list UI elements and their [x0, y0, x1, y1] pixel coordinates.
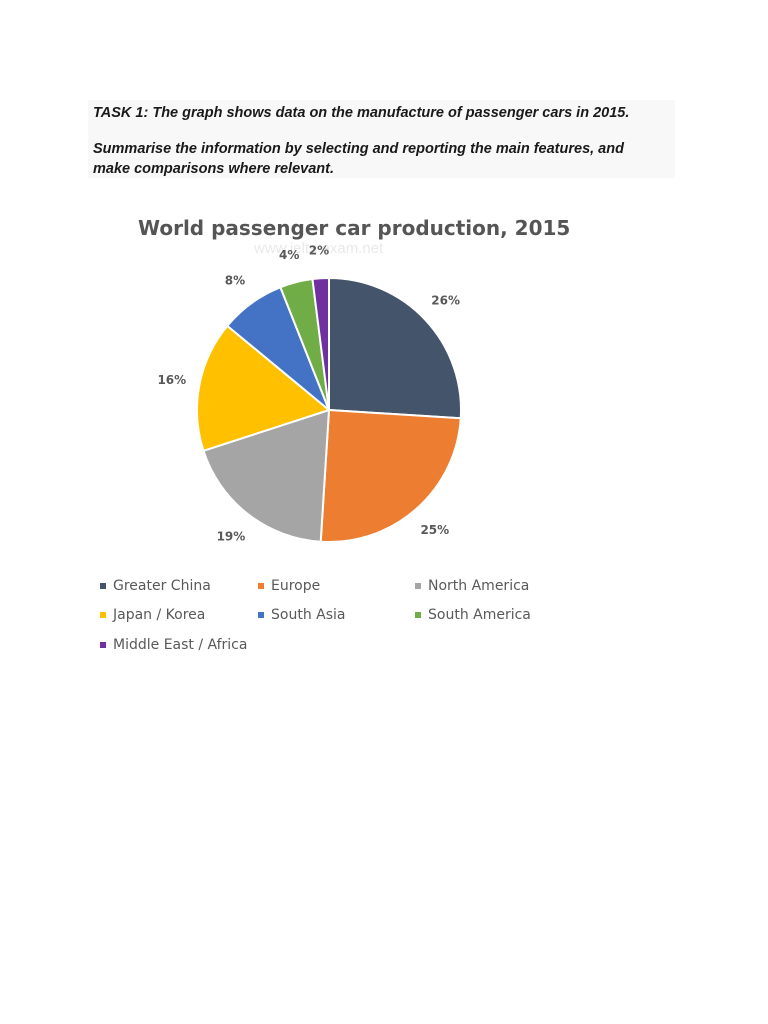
task-prompt: TASK 1: The graph shows data on the manu…: [93, 105, 630, 121]
legend-swatch: [415, 612, 421, 618]
data-label-middle-east-africa: 2%: [309, 243, 329, 257]
pie-slice-north-america: [202, 408, 331, 543]
legend-swatch: [258, 583, 264, 589]
legend-label: North America: [428, 578, 530, 594]
watermark-text: www.ielts-exam.net: [254, 240, 384, 257]
data-label-japan-korea: 16%: [157, 373, 186, 387]
legend-swatch: [100, 612, 106, 618]
legend-item-south-asia: South Asia: [258, 607, 345, 623]
pie-slice-europe: [319, 408, 462, 543]
legend-swatch: [100, 583, 106, 589]
task-instructions: Summarise the information by selecting a…: [93, 141, 624, 177]
data-label-greater-china: 26%: [431, 293, 460, 307]
data-label-north-america: 19%: [217, 529, 246, 543]
legend-label: South Asia: [271, 607, 346, 623]
pie-slice-middle-east-africa: [311, 276, 330, 411]
task-box: TASK 1: The graph shows data on the manu…: [88, 100, 675, 178]
legend-item-north-america: North America: [415, 578, 529, 594]
legend-item-japan-korea: Japan / Korea: [100, 607, 205, 623]
legend-item-middle-east-africa: Middle East / Africa: [100, 637, 247, 653]
legend-swatch: [100, 642, 106, 648]
pie-slice-greater-china: [328, 276, 462, 420]
legend-label: Japan / Korea: [113, 607, 206, 623]
data-label-europe: 25%: [420, 523, 449, 537]
legend-label: South America: [428, 607, 531, 623]
legend-item-greater-china: Greater China: [100, 578, 211, 594]
data-label-south-america: 4%: [279, 248, 299, 262]
legend-swatch: [415, 583, 421, 589]
legend-swatch: [258, 612, 264, 618]
legend-item-europe: Europe: [258, 578, 320, 594]
chart-title: World passenger car production, 2015: [138, 216, 571, 240]
legend-item-south-america: South America: [415, 607, 531, 623]
pie-slice-japan-korea: [196, 324, 332, 453]
legend-label: Greater China: [113, 578, 211, 594]
legend-label: Middle East / Africa: [113, 637, 248, 653]
legend-label: Europe: [271, 578, 321, 594]
data-label-south-asia: 8%: [225, 274, 245, 288]
